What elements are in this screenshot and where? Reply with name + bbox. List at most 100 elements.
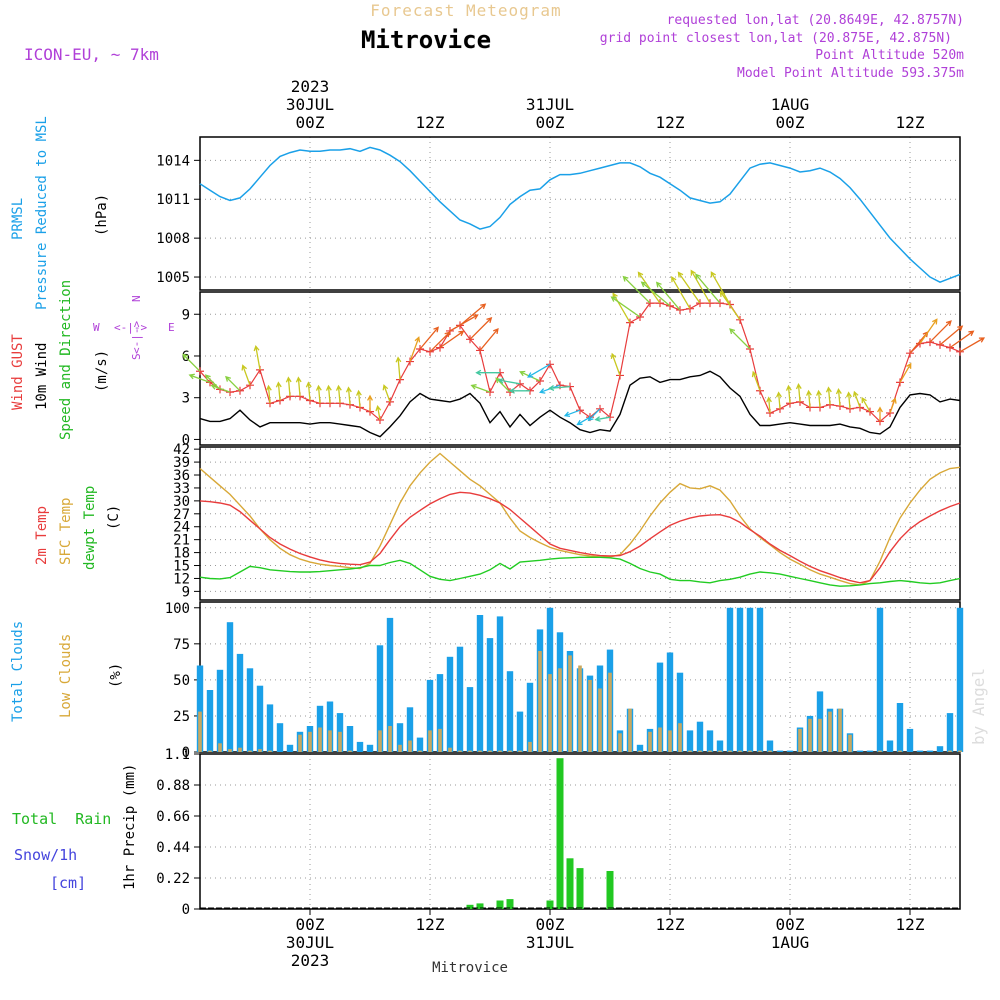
wind-arrow — [527, 363, 551, 378]
wind-arrow — [949, 330, 975, 349]
low-cloud-bar — [548, 674, 552, 752]
low-cloud-bar — [768, 750, 772, 752]
wind-arrow — [429, 331, 451, 353]
wind-arrow — [695, 273, 721, 304]
model-name: ICON-EU, ~ 7km — [24, 45, 159, 64]
wind-arrow — [345, 386, 352, 405]
total-cloud-bar — [746, 607, 754, 752]
low-cloud-bar — [798, 728, 802, 752]
wind-arrow — [825, 386, 832, 405]
total-cloud-bar — [206, 690, 214, 752]
gust-marker — [536, 377, 544, 386]
gust-marker — [656, 299, 664, 308]
total-cloud-bar — [526, 682, 534, 752]
wind-arrow — [677, 271, 701, 304]
wind-arrow — [835, 388, 842, 407]
label-precip-snow-unit: [cm] — [50, 874, 86, 892]
bottom-tick-label: 12Z — [656, 915, 685, 934]
wind-arrow — [861, 396, 871, 412]
bottom-tick-label: 12Z — [416, 915, 445, 934]
total-cloud-bar — [426, 679, 434, 752]
total-cloud-bar — [676, 672, 684, 752]
total-cloud-bar — [496, 616, 504, 752]
low-cloud-bar — [258, 749, 262, 752]
total-cloud-bar — [436, 674, 444, 752]
total-cloud-bar — [406, 707, 414, 752]
y-tick-label: 1011 — [156, 192, 190, 208]
wind-arrow — [852, 390, 861, 408]
wind-arrow — [335, 384, 342, 404]
total-cloud-bar — [376, 645, 384, 752]
low-cloud-bar — [338, 731, 342, 752]
low-cloud-bar — [528, 741, 532, 752]
gust-marker — [636, 313, 644, 322]
low-cloud-bar — [698, 750, 702, 752]
wind-arrow — [929, 320, 952, 343]
wind-arrow — [939, 325, 964, 346]
low-cloud-bar — [228, 749, 232, 752]
wind-arrow — [508, 387, 530, 394]
gust-marker — [666, 301, 674, 310]
low-cloud-bar — [628, 708, 632, 752]
low-cloud-bar — [518, 750, 522, 752]
total-cloud-bar — [286, 744, 294, 752]
wind-arrow — [610, 352, 621, 376]
rain-bar — [546, 900, 554, 909]
temp-2m-line — [199, 491, 961, 584]
total-cloud-bar — [936, 746, 944, 752]
grid-point-coords: grid point closest lon,lat (20.875E, 42.… — [600, 31, 952, 46]
wind-arrow — [751, 370, 761, 392]
y-tick-label: 9 — [182, 584, 190, 600]
label-clouds-unit: (%) — [108, 663, 124, 688]
wind-arrow — [655, 281, 681, 311]
wind-arrow — [548, 385, 571, 391]
y-tick-label: 12 — [173, 571, 190, 587]
gust-marker — [436, 343, 444, 352]
total-cloud-bar — [446, 656, 454, 752]
low-cloud-bar — [328, 730, 332, 752]
low-cloud-bar — [958, 750, 962, 752]
wind-10m-line — [199, 370, 961, 438]
low-cloud-bar — [268, 750, 272, 752]
total-cloud-bar — [636, 744, 644, 752]
wind-arrow — [622, 275, 651, 304]
gust-marker — [446, 326, 454, 335]
wind-arrow — [356, 389, 362, 408]
panel-precipitation: 0 0.22 0.44 0.66 0.88 1.1 — [156, 747, 961, 918]
low-cloud-bar — [748, 750, 752, 752]
low-cloud-bar — [198, 711, 202, 752]
total-cloud-bar — [236, 653, 244, 752]
gust-marker — [886, 409, 894, 418]
total-cloud-bar — [896, 703, 904, 752]
point-altitude: Point Altitude 520m — [815, 48, 964, 63]
rain-bar — [496, 900, 504, 909]
y-tick-label: 0.66 — [156, 809, 190, 825]
wind-arrow — [182, 353, 201, 372]
watermark: by Angel — [969, 668, 988, 745]
total-cloud-bar — [756, 607, 764, 752]
panel-pressure: 1005 1008 1011 1014 — [156, 136, 961, 291]
y-tick-label: 25 — [173, 709, 190, 725]
total-cloud-bar — [946, 713, 954, 752]
low-cloud-bar — [718, 750, 722, 752]
compass-arrows-we: <-|-> — [114, 321, 147, 334]
y-tick-label: 30 — [173, 494, 190, 510]
y-tick-label: 1008 — [156, 231, 190, 247]
total-cloud-bar — [416, 737, 424, 752]
y-tick-label: 1.1 — [165, 747, 190, 763]
total-cloud-bar — [216, 669, 224, 752]
low-cloud-bar — [728, 750, 732, 752]
wind-arrow — [439, 330, 465, 349]
wind-arrow — [785, 384, 792, 404]
y-tick-label: 36 — [173, 468, 190, 484]
gust-marker — [476, 346, 484, 355]
wind-arrow — [877, 406, 883, 422]
wind-arrow — [846, 391, 852, 409]
wind-arrow — [563, 409, 581, 418]
top-tick-label: 00Z — [536, 113, 565, 132]
total-cloud-bar — [656, 662, 664, 752]
total-cloud-bar — [356, 741, 364, 752]
total-cloud-bar — [276, 723, 284, 752]
